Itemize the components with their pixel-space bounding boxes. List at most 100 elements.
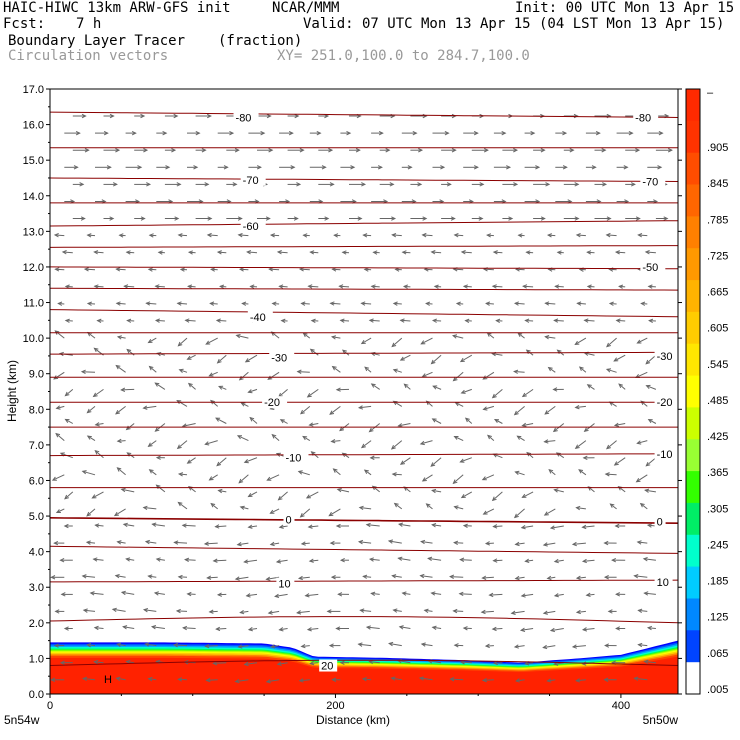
wind-vector-head — [492, 660, 498, 666]
wind-vector-head — [647, 419, 653, 424]
wind-vector — [55, 433, 65, 441]
wind-vector-head — [331, 365, 337, 371]
wind-vector-head — [115, 301, 121, 306]
wind-vector-head — [613, 461, 619, 466]
wind-vector-head — [109, 216, 115, 221]
wind-vector-head — [142, 608, 149, 613]
wind-vector — [487, 435, 495, 441]
wind-vector — [637, 337, 648, 344]
wind-vector — [514, 406, 525, 415]
wind-vector — [271, 434, 280, 441]
wind-vector-head — [341, 452, 347, 458]
wind-vector-head — [464, 417, 470, 423]
wind-vector — [152, 626, 165, 629]
wind-vector — [332, 336, 341, 339]
wind-vector-head — [115, 148, 121, 153]
wind-vector — [391, 677, 402, 681]
wind-vector — [266, 576, 280, 580]
wind-vector-head — [237, 216, 243, 221]
wind-vector — [241, 402, 249, 407]
wind-vector — [178, 576, 188, 578]
wind-vector-head — [122, 625, 128, 630]
wind-vector — [278, 389, 288, 398]
colorbar-swatch — [686, 502, 700, 536]
wind-vector-head — [81, 470, 87, 475]
wind-vector — [117, 467, 126, 476]
wind-vector — [402, 592, 411, 595]
wind-vector — [586, 593, 595, 596]
wind-vector — [522, 491, 534, 498]
wind-vector-head — [613, 357, 619, 362]
wind-vector — [244, 457, 258, 463]
wind-vector — [576, 234, 586, 237]
wind-vector-head — [553, 558, 559, 564]
wind-vector-head — [542, 610, 548, 615]
wind-vector-head — [269, 233, 275, 238]
wind-vector-head — [153, 591, 159, 596]
wind-vector — [116, 302, 126, 305]
wind-vector-head — [521, 422, 527, 428]
wind-vector-head — [453, 643, 459, 648]
wind-vector-head — [187, 250, 193, 255]
wind-vector-head — [452, 608, 458, 614]
wind-vector-head — [514, 541, 520, 547]
colorbar-swatch — [686, 120, 700, 154]
wind-vector — [86, 541, 96, 544]
wind-vector — [237, 435, 249, 442]
wind-vector-head — [59, 660, 65, 665]
contour-label-bg — [633, 111, 659, 124]
wind-vector — [606, 440, 617, 449]
wind-vector-head — [328, 148, 334, 153]
wind-vector-head — [481, 575, 487, 580]
wind-vector — [544, 440, 556, 443]
wind-vector — [308, 285, 319, 288]
contour-label: -50 — [642, 262, 658, 274]
wind-vector-head — [123, 284, 129, 289]
wind-vector — [216, 628, 227, 630]
wind-vector-head — [635, 148, 641, 153]
wind-vector — [217, 354, 227, 364]
wind-vector — [455, 402, 464, 407]
wind-vector-head — [392, 301, 398, 306]
wind-vector-head — [544, 335, 550, 340]
wind-vector-head — [63, 626, 69, 631]
colorbar-swatch — [686, 280, 700, 313]
y-axis-title: Height (km) — [5, 360, 19, 422]
wind-vector-head — [274, 593, 280, 598]
wind-vector-head — [491, 284, 497, 289]
wind-vector — [310, 251, 319, 254]
wind-vector-head — [276, 250, 282, 255]
wind-vector-head — [364, 366, 370, 372]
wind-vector — [302, 436, 311, 442]
wind-vector — [522, 423, 534, 427]
colorbar-label: .065 — [707, 648, 728, 660]
wind-vector — [237, 542, 249, 546]
wind-vector-head — [390, 676, 396, 681]
wind-vector — [605, 473, 617, 476]
wind-vector-head — [485, 301, 491, 306]
field-name: Boundary Layer Tracer — [8, 33, 186, 49]
wind-vector — [187, 457, 196, 464]
wind-vector-head — [398, 625, 404, 630]
wind-vector-head — [420, 340, 426, 345]
wind-vector — [331, 440, 341, 442]
wind-vector-head — [513, 148, 519, 153]
wind-vector-head — [636, 440, 642, 445]
wind-vector-head — [544, 410, 550, 415]
wind-vector — [366, 524, 380, 527]
wind-vector-head — [501, 130, 507, 136]
wind-vector-head — [246, 250, 252, 255]
wind-vector — [517, 332, 525, 339]
colorbar-swatch — [686, 343, 700, 376]
wind-vector-head — [487, 434, 492, 440]
wind-vector-head — [204, 441, 210, 446]
org-label: NCAR/MMM — [272, 0, 340, 16]
contour-label: -30 — [657, 351, 673, 363]
wind-vector — [205, 337, 218, 345]
wind-vector — [637, 440, 648, 444]
wind-vector — [121, 488, 135, 493]
wind-vector-head — [210, 267, 216, 272]
wind-vector — [149, 366, 157, 373]
wind-vector — [606, 337, 617, 347]
wind-vector-head — [126, 348, 132, 354]
